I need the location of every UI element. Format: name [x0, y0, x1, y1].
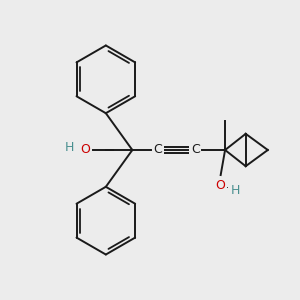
Text: ·: · — [226, 183, 229, 193]
Text: H: H — [231, 184, 240, 197]
Text: O: O — [80, 143, 90, 157]
Text: O: O — [216, 178, 226, 192]
Text: C: C — [191, 143, 200, 157]
Text: H: H — [65, 141, 74, 154]
Text: C: C — [153, 143, 162, 157]
